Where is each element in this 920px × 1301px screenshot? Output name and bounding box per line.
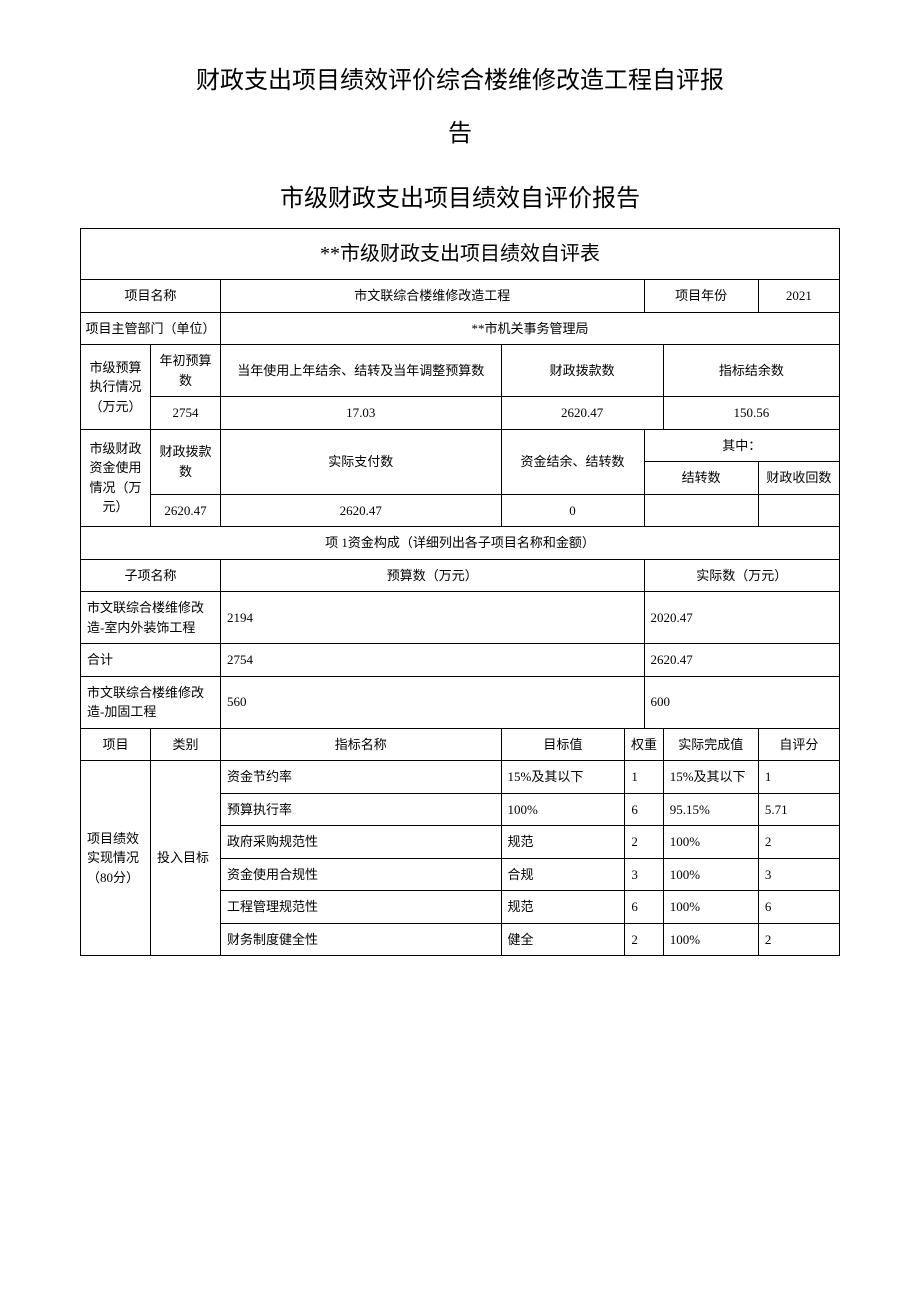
eval-weight: 2 [625, 826, 663, 859]
budget-col1-val: 2754 [151, 397, 221, 430]
comp-row-name: 市文联综合楼维修改造-室内外装饰工程 [81, 592, 221, 644]
eval-indicator: 工程管理规范性 [221, 891, 502, 924]
usage-col4a-val [644, 494, 758, 527]
eval-actual: 100% [663, 826, 758, 859]
table-title: **市级财政支出项目绩效自评表 [81, 229, 840, 280]
budget-col2-val: 17.03 [221, 397, 502, 430]
eval-h-weight: 权重 [625, 728, 663, 761]
usage-col3-val: 0 [501, 494, 644, 527]
eval-target: 15%及其以下 [501, 761, 625, 794]
comp-budget-label: 预算数（万元） [221, 559, 645, 592]
dept-label: 项目主管部门（单位） [81, 312, 221, 345]
eval-target: 合规 [501, 858, 625, 891]
comp-row-actual: 2020.47 [644, 592, 839, 644]
eval-weight: 6 [625, 793, 663, 826]
eval-target: 100% [501, 793, 625, 826]
eval-weight: 6 [625, 891, 663, 924]
eval-actual: 15%及其以下 [663, 761, 758, 794]
project-year-label: 项目年份 [644, 280, 758, 313]
eval-h-score: 自评分 [758, 728, 839, 761]
comp-row-budget: 560 [221, 676, 645, 728]
eval-actual: 100% [663, 858, 758, 891]
usage-col2-label: 实际支付数 [221, 429, 502, 494]
budget-col3-label: 财政拨款数 [501, 345, 663, 397]
usage-row-label: 市级财政资金使用情况（万元） [81, 429, 151, 527]
comp-row-budget: 2194 [221, 592, 645, 644]
section-title: 市级财政支出项目绩效自评价报告 [80, 178, 840, 213]
eval-weight: 3 [625, 858, 663, 891]
budget-col3-val: 2620.47 [501, 397, 663, 430]
evaluation-table: **市级财政支出项目绩效自评表 项目名称 市文联综合楼维修改造工程 项目年份 2… [80, 228, 840, 956]
usage-col3-label: 资金结余、结转数 [501, 429, 644, 494]
comp-actual-label: 实际数（万元） [644, 559, 839, 592]
eval-score: 6 [758, 891, 839, 924]
eval-target: 健全 [501, 923, 625, 956]
usage-col4b-label: 财政收回数 [758, 462, 839, 495]
comp-row-actual: 2620.47 [644, 644, 839, 677]
comp-row-budget: 2754 [221, 644, 645, 677]
eval-indicator: 资金使用合规性 [221, 858, 502, 891]
eval-score: 1 [758, 761, 839, 794]
usage-col4-label: 其中： [644, 429, 839, 462]
main-title-line2: 告 [80, 113, 840, 148]
eval-actual: 95.15% [663, 793, 758, 826]
eval-weight: 1 [625, 761, 663, 794]
usage-col4a-label: 结转数 [644, 462, 758, 495]
eval-target: 规范 [501, 891, 625, 924]
eval-h-indicator: 指标名称 [221, 728, 502, 761]
comp-row-actual: 600 [644, 676, 839, 728]
eval-category-label: 投入目标 [151, 761, 221, 956]
eval-actual: 100% [663, 891, 758, 924]
project-year-value: 2021 [758, 280, 839, 313]
budget-col1-label: 年初预算数 [151, 345, 221, 397]
usage-col1-label: 财政拨款数 [151, 429, 221, 494]
eval-weight: 2 [625, 923, 663, 956]
usage-col2-val: 2620.47 [221, 494, 502, 527]
comp-row-name: 合计 [81, 644, 221, 677]
eval-score: 2 [758, 923, 839, 956]
budget-row-label: 市级预算执行情况（万元） [81, 345, 151, 430]
budget-col4-label: 指标结余数 [663, 345, 839, 397]
comp-row-name: 市文联综合楼维修改造-加固工程 [81, 676, 221, 728]
eval-h-category: 类别 [151, 728, 221, 761]
project-name-label: 项目名称 [81, 280, 221, 313]
comp-name-label: 子项名称 [81, 559, 221, 592]
eval-indicator: 预算执行率 [221, 793, 502, 826]
eval-score: 2 [758, 826, 839, 859]
usage-col4b-val [758, 494, 839, 527]
eval-score: 5.71 [758, 793, 839, 826]
eval-actual: 100% [663, 923, 758, 956]
main-title-line1: 财政支出项目绩效评价综合楼维修改造工程自评报 [80, 60, 840, 103]
composition-title: 项 1资金构成（详细列出各子项目名称和金额） [81, 527, 840, 560]
eval-h-project: 项目 [81, 728, 151, 761]
budget-col4-val: 150.56 [663, 397, 839, 430]
budget-col2-label: 当年使用上年结余、结转及当年调整预算数 [221, 345, 502, 397]
eval-indicator: 资金节约率 [221, 761, 502, 794]
eval-h-actual: 实际完成值 [663, 728, 758, 761]
eval-project-label: 项目绩效实现情况（80分） [81, 761, 151, 956]
eval-indicator: 财务制度健全性 [221, 923, 502, 956]
eval-target: 规范 [501, 826, 625, 859]
eval-indicator: 政府采购规范性 [221, 826, 502, 859]
eval-h-target: 目标值 [501, 728, 625, 761]
project-name-value: 市文联综合楼维修改造工程 [221, 280, 645, 313]
dept-value: **市机关事务管理局 [221, 312, 840, 345]
usage-col1-val: 2620.47 [151, 494, 221, 527]
eval-score: 3 [758, 858, 839, 891]
